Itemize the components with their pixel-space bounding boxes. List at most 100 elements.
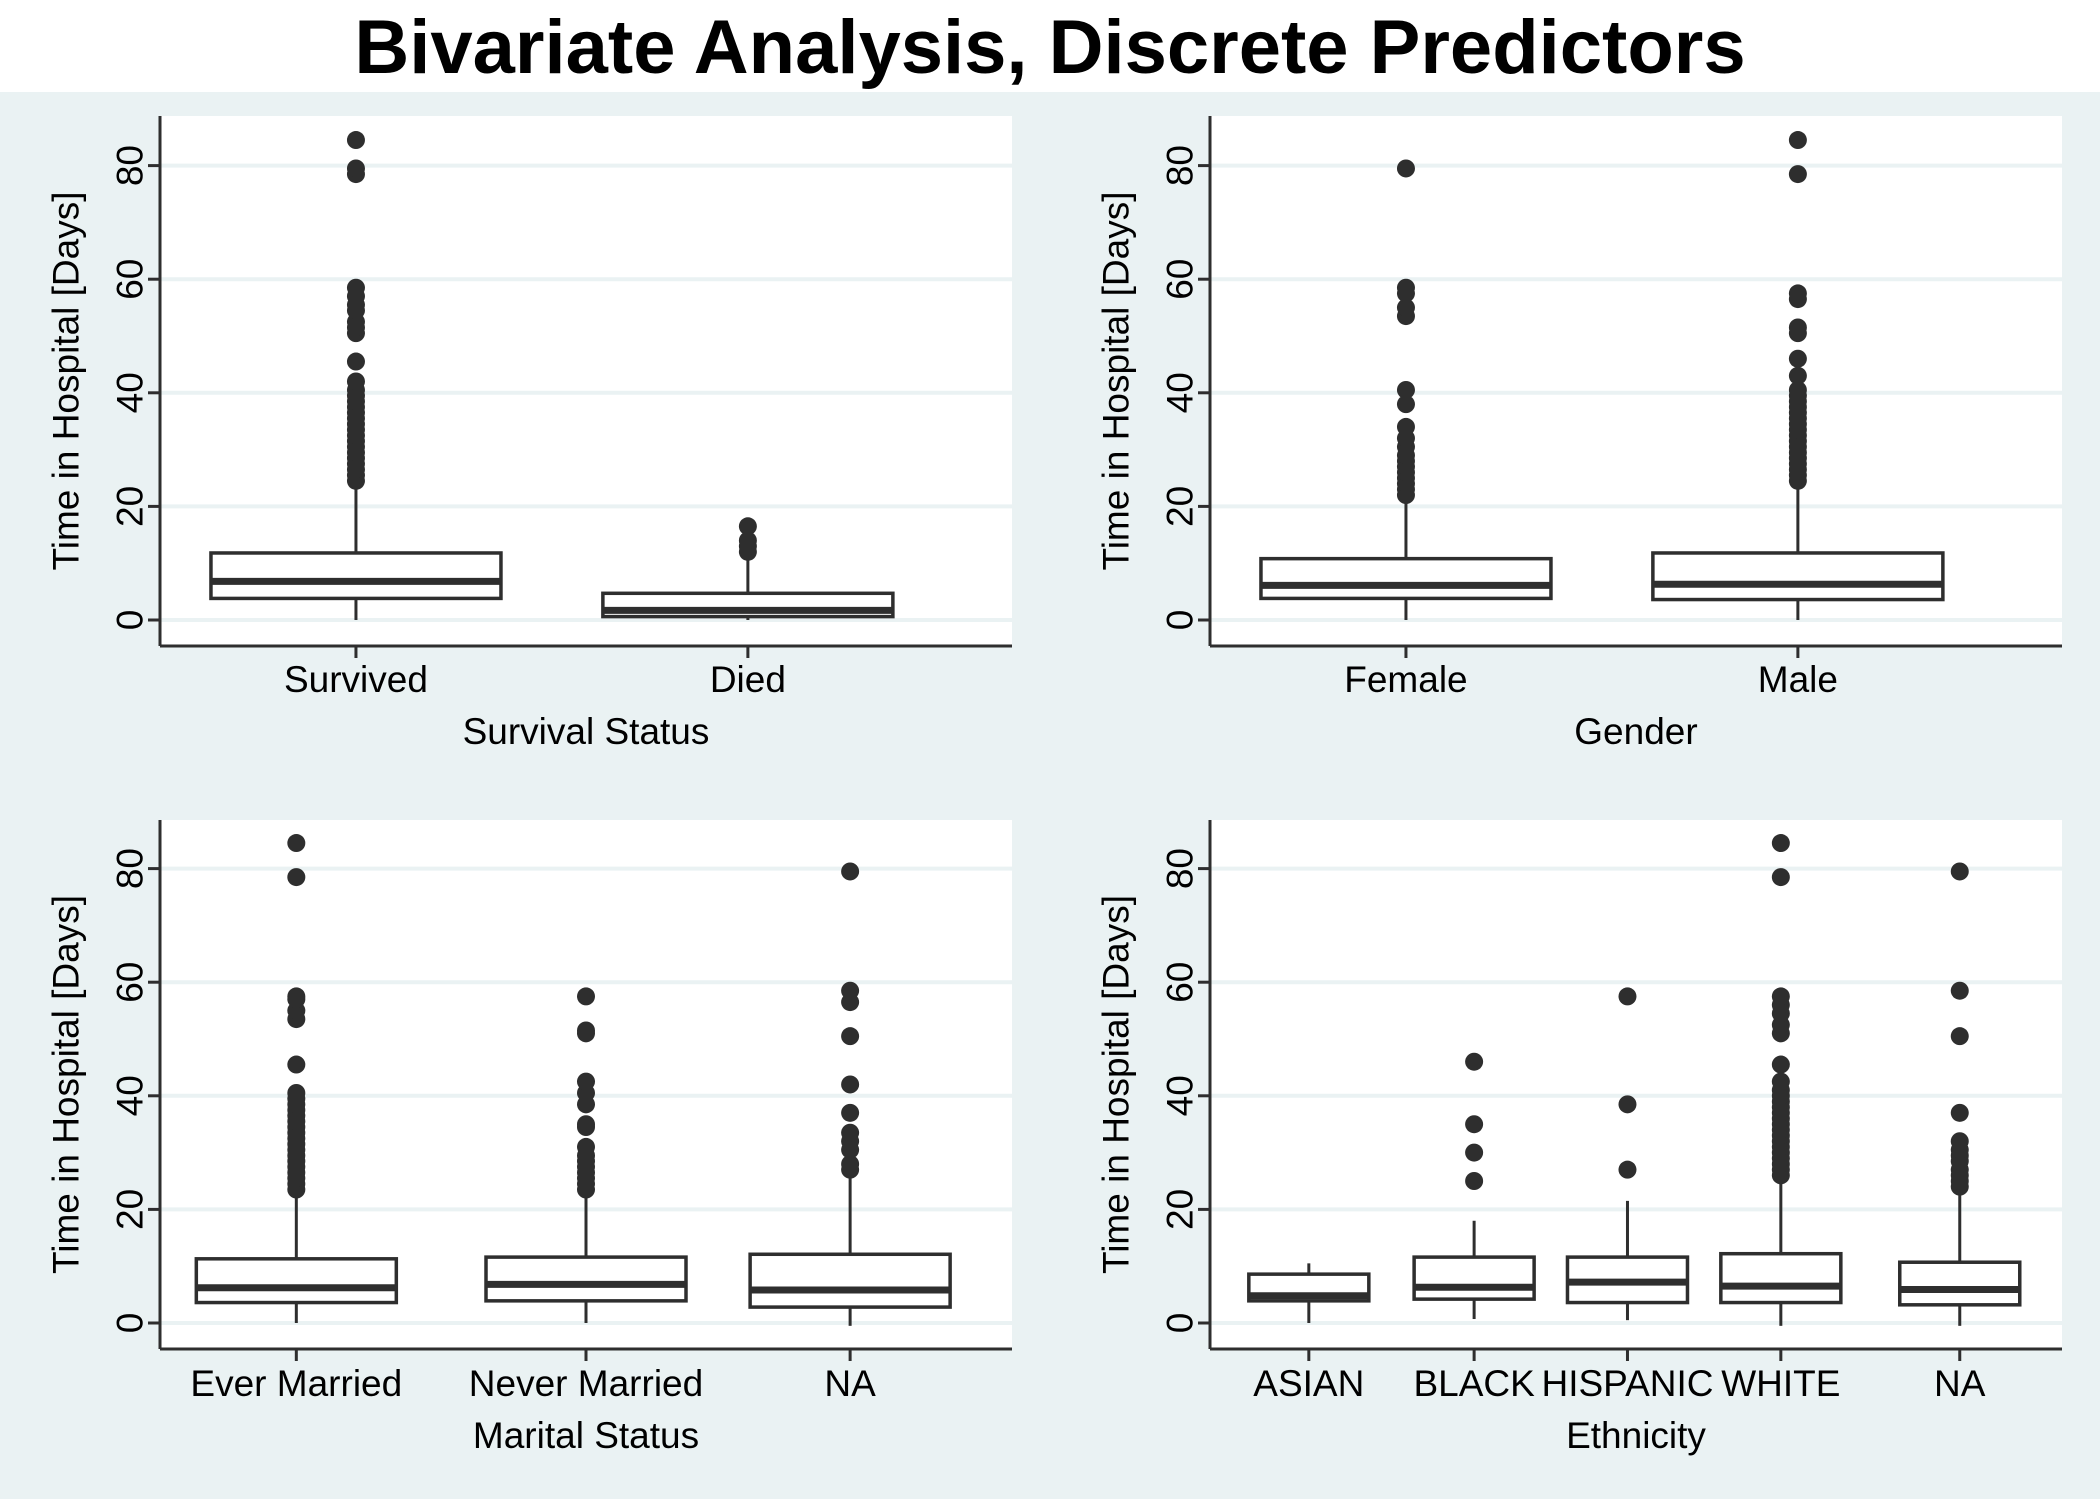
outlier-point	[841, 1027, 860, 1046]
outlier-point	[346, 131, 365, 150]
y-axis-title: Time in Hospital [Days]	[1096, 191, 1137, 570]
outlier-point	[346, 352, 365, 371]
outlier-point	[1465, 1115, 1484, 1134]
iqr-box	[209, 551, 503, 601]
figure-title: Bivariate Analysis, Discrete Predictors	[0, 0, 2100, 92]
x-axis-title: Marital Status	[473, 1415, 699, 1456]
y-tick-label: 60	[1160, 962, 1201, 1003]
outlier-point	[1396, 298, 1415, 317]
outlier-point	[1788, 349, 1807, 368]
y-tick-label: 0	[110, 1313, 151, 1334]
outlier-point	[1771, 834, 1790, 853]
box-male: Male	[1651, 131, 1945, 700]
outlier-point	[1465, 1052, 1484, 1071]
outlier-point	[1618, 1160, 1637, 1179]
box-female: Female	[1259, 159, 1553, 700]
iqr-box	[1719, 1251, 1843, 1305]
box-na: NA	[748, 862, 952, 1404]
outlier-point	[841, 981, 860, 1000]
outlier-point	[1396, 380, 1415, 399]
x-tick-label: Ever Married	[190, 1363, 402, 1404]
box-never-married: Never Married	[469, 987, 703, 1404]
box-hispanic: HISPANIC	[1541, 987, 1713, 1404]
y-tick-label: 60	[110, 962, 151, 1003]
y-axis-title: Time in Hospital [Days]	[46, 895, 87, 1274]
outlier-point	[287, 1055, 306, 1074]
y-tick-label: 0	[1160, 1313, 1201, 1334]
y-tick-label: 60	[1160, 259, 1201, 300]
y-axis-title: Time in Hospital [Days]	[46, 191, 87, 570]
iqr-box	[1412, 1255, 1536, 1301]
y-tick-label: 20	[110, 486, 151, 527]
outlier-point	[1396, 417, 1415, 436]
outlier-point	[577, 1021, 595, 1040]
outlier-point	[1618, 987, 1637, 1006]
iqr-box	[1259, 556, 1553, 601]
panel-1: 0 20 40 60 80 Time in Hospital [Days] Survival…	[46, 116, 1012, 752]
y-axis-title: Time in Hospital [Days]	[1096, 895, 1137, 1274]
x-tick-label: Died	[710, 659, 786, 700]
outlier-point	[1950, 981, 1969, 1000]
x-tick-label: WHITE	[1721, 1363, 1840, 1404]
outlier-point	[577, 987, 595, 1006]
x-tick-label: BLACK	[1413, 1363, 1535, 1404]
outlier-point	[577, 1115, 595, 1134]
outlier-point	[738, 517, 757, 536]
outlier-point	[841, 1075, 860, 1094]
outlier-point	[1771, 1072, 1790, 1091]
y-tick-label: 20	[1160, 486, 1201, 527]
outlier-point	[346, 372, 365, 391]
x-axis-title: Gender	[1574, 711, 1697, 752]
y-tick-label: 20	[110, 1189, 151, 1230]
outlier-point	[287, 834, 306, 853]
box-survived: Survived	[209, 131, 503, 700]
outlier-point	[841, 1103, 860, 1122]
iqr-box	[484, 1255, 688, 1303]
iqr-box	[194, 1257, 399, 1305]
panel-2: 0 20 40 60 80 Time in Hospital [Days] Gender Fe…	[1096, 116, 2062, 752]
outlier-point	[287, 868, 306, 887]
outlier-point	[1950, 1132, 1969, 1151]
y-tick-label: 80	[1160, 848, 1201, 889]
x-tick-label: Female	[1344, 659, 1467, 700]
x-axis-title: Ethnicity	[1566, 1415, 1706, 1456]
y-tick-label: 80	[1160, 145, 1201, 186]
y-tick-label: 20	[1160, 1189, 1201, 1230]
panels: 0 20 40 60 80 Time in Hospital [Days] Survival…	[46, 116, 2062, 1456]
outlier-point	[1950, 1103, 1969, 1122]
box-na: NA	[1898, 862, 2022, 1404]
outlier-point	[1950, 862, 1969, 881]
outlier-point	[1396, 395, 1415, 414]
outlier-point	[841, 1123, 860, 1142]
x-tick-label: NA	[1934, 1363, 1986, 1404]
outlier-point	[841, 1154, 860, 1173]
iqr-box	[748, 1252, 952, 1309]
outlier-point	[287, 1083, 306, 1102]
x-tick-label: Survived	[284, 659, 428, 700]
x-tick-label: HISPANIC	[1541, 1363, 1713, 1404]
outlier-point	[1771, 868, 1790, 887]
y-tick-label: 60	[110, 259, 151, 300]
x-tick-label: Never Married	[469, 1363, 703, 1404]
box-ever-married: Ever Married	[190, 834, 402, 1404]
outlier-point	[1771, 1055, 1790, 1074]
outlier-point	[1618, 1095, 1637, 1114]
box-white: WHITE	[1719, 834, 1843, 1404]
outlier-point	[1396, 159, 1415, 178]
outlier-point	[1788, 380, 1807, 399]
outlier-point	[287, 987, 306, 1006]
panel-3: 0 20 40 60 80 Time in Hospital [Days] Marital …	[46, 820, 1012, 1456]
outlier-point	[1465, 1172, 1484, 1190]
x-tick-label: ASIAN	[1253, 1363, 1364, 1404]
panel-4: 0 20 40 60 80 Time in Hospital [Days] Ethnicit…	[1096, 820, 2062, 1456]
outlier-point	[346, 159, 365, 178]
outlier-point	[1788, 366, 1807, 385]
outlier-point	[577, 1072, 595, 1091]
x-axis-title: Survival Status	[463, 711, 710, 752]
outlier-point	[1396, 278, 1415, 297]
y-tick-label: 40	[110, 1075, 151, 1116]
outlier-point	[1465, 1143, 1484, 1162]
outlier-point	[841, 862, 860, 881]
box-black: BLACK	[1412, 1052, 1536, 1404]
box-asian: ASIAN	[1247, 1263, 1371, 1404]
